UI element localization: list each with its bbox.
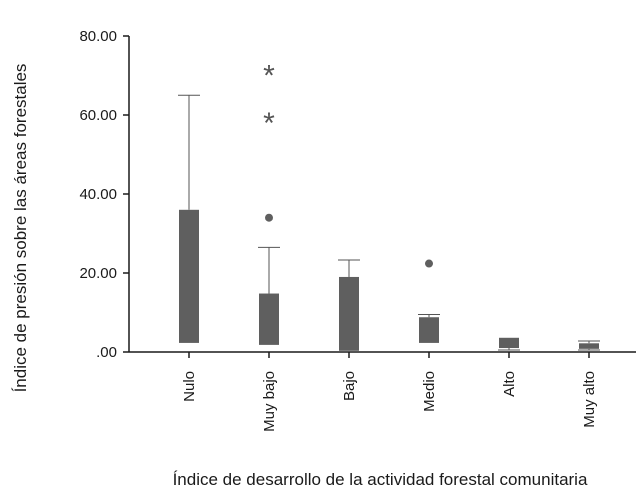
x-tick-label: Nulo — [181, 371, 198, 402]
outlier-point — [265, 214, 273, 222]
box-rect — [339, 277, 359, 351]
y-tick-label: 60.00 — [79, 107, 117, 124]
boxes-group: ** — [178, 60, 600, 351]
y-tick-label: 40.00 — [79, 186, 117, 203]
x-tick-label: Alto — [501, 371, 518, 397]
box-rect — [179, 210, 199, 343]
box-muy-bajo: ** — [258, 60, 280, 345]
x-axis-title: Índice de desarrollo de la actividad for… — [173, 470, 588, 489]
x-axis: Nulo Muy bajo Bajo Medio Alto Muy alto — [129, 352, 636, 432]
y-tick-label: 20.00 — [79, 265, 117, 282]
extreme-point: * — [263, 60, 275, 93]
y-tick-label: 80.00 — [79, 28, 117, 45]
y-axis: .00 20.00 40.00 60.00 80.00 — [79, 28, 129, 361]
box-nulo — [178, 95, 200, 343]
x-tick-label: Bajo — [341, 371, 358, 401]
outlier-point — [425, 260, 433, 268]
box-alto — [498, 338, 520, 350]
box-rect — [419, 317, 439, 343]
box-muy-alto — [578, 341, 600, 350]
box-rect — [259, 294, 279, 345]
x-tick-label: Muy bajo — [261, 371, 278, 432]
box-rect — [579, 343, 599, 349]
box-bajo — [338, 260, 360, 351]
x-tick-label: Medio — [421, 371, 438, 412]
extreme-point: * — [263, 107, 275, 140]
y-axis-title: Índice de presión sobre las áreas forest… — [11, 64, 30, 393]
box-rect — [499, 338, 519, 348]
x-tick-label: Muy alto — [581, 371, 598, 428]
y-tick-label: .00 — [96, 344, 117, 361]
box-medio — [418, 260, 440, 343]
